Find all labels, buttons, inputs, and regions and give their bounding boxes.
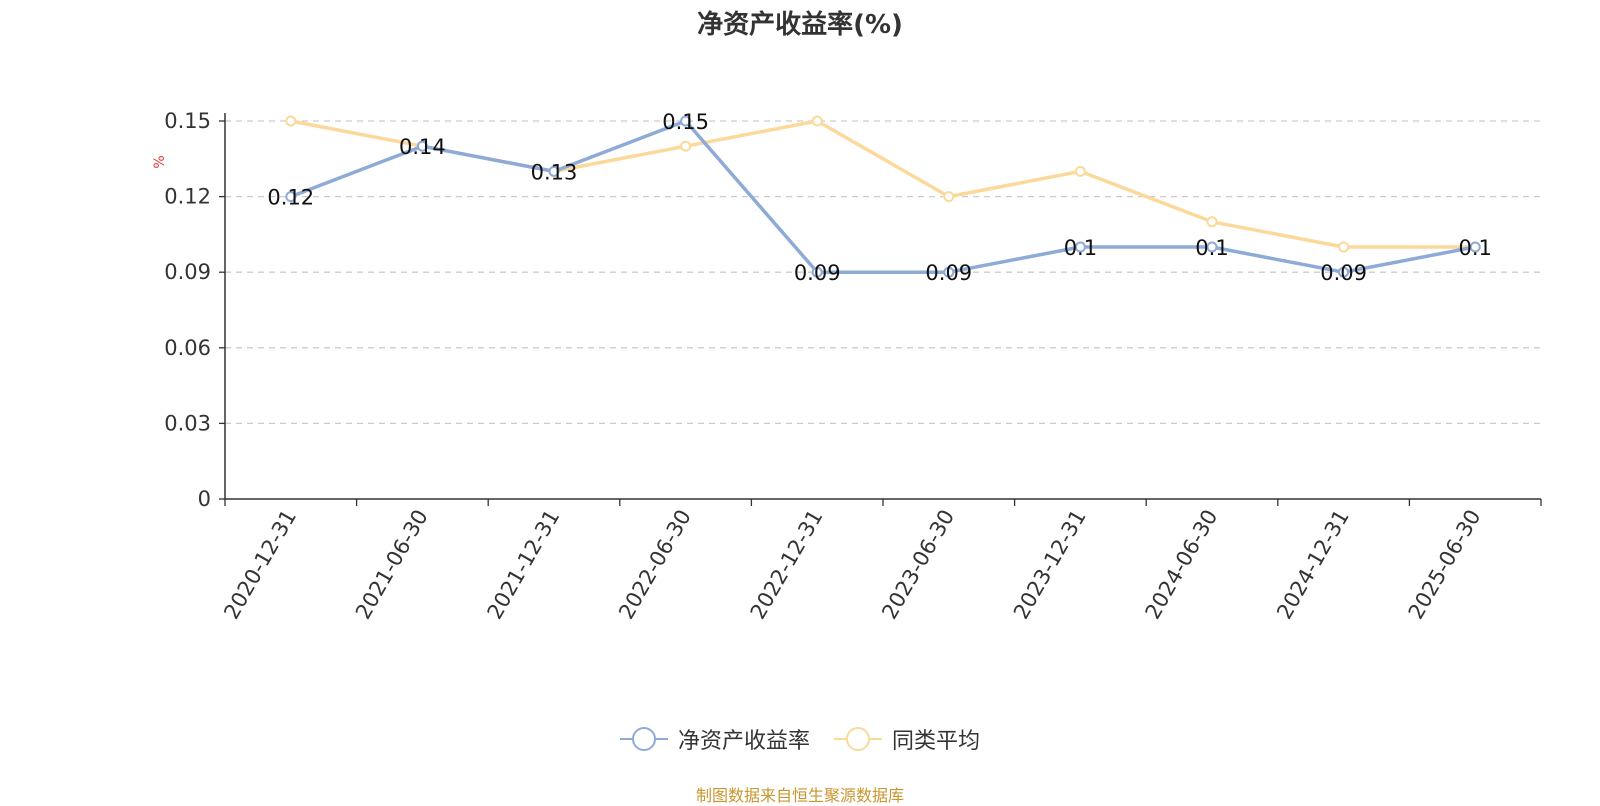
- x-tick-label: 2024-12-31: [1272, 506, 1354, 624]
- y-tick-label: 0.15: [164, 109, 211, 133]
- data-point-0: [680, 115, 692, 127]
- legend-item-peer-average[interactable]: 同类平均: [834, 723, 980, 755]
- data-point-0: [1206, 241, 1218, 253]
- data-label: 0.1: [1195, 236, 1228, 260]
- y-tick-label: 0: [198, 487, 211, 511]
- data-label: 0.14: [399, 135, 446, 159]
- series-line-0: [290, 119, 1476, 274]
- data-point-0: [1469, 241, 1481, 253]
- data-point-1: [1206, 216, 1218, 228]
- x-tick-label: 2025-06-30: [1404, 506, 1486, 624]
- data-point-1: [1074, 165, 1086, 177]
- legend-marker-peer-average-icon: [834, 727, 882, 751]
- legend-label-roe: 净资产收益率: [677, 729, 810, 754]
- data-point-1: [680, 140, 692, 152]
- data-point-1: [811, 115, 823, 127]
- axes: 0 0.03 0.06 0.09 0.12 0.15 2020-12-31 2021-06-3…: [164, 109, 1542, 624]
- x-tick-label: 2023-06-30: [877, 506, 959, 624]
- data-label: 0.09: [794, 261, 841, 285]
- data-label: 0.1: [1064, 236, 1097, 260]
- data-label: 0.1: [1458, 236, 1491, 260]
- legend-item-roe[interactable]: 净资产收益率: [619, 723, 810, 755]
- series-line-1: [290, 119, 1476, 249]
- data-source-note: 制图数据来自恒生聚源数据库: [695, 786, 904, 805]
- data-point-1: [1338, 241, 1350, 253]
- data-label: 0.15: [662, 110, 709, 134]
- y-axis-label: %: [152, 155, 168, 168]
- data-point-0: [811, 266, 823, 278]
- legend-marker-roe-icon: [619, 727, 668, 751]
- x-tick-label: 2021-12-31: [483, 506, 565, 624]
- data-label: 0.12: [267, 186, 314, 210]
- data-point-0: [285, 191, 297, 203]
- legend-label-peer-average: 同类平均: [892, 729, 981, 754]
- data-label: 0.09: [925, 261, 972, 285]
- y-tick-label: 0.06: [164, 336, 211, 360]
- x-tick-label: 2022-12-31: [746, 506, 828, 624]
- y-tick-label: 0.09: [164, 260, 211, 284]
- y-tick-label: 0.12: [164, 185, 211, 209]
- data-point-0: [943, 266, 955, 278]
- x-tick-label: 2020-12-31: [219, 506, 301, 624]
- data-labels: 0.12 0.14 0.13 0.15 0.09 0.09 0.1 0.1 0.09 0.1: [267, 110, 1491, 285]
- x-tick-label: 2024-06-30: [1141, 506, 1223, 624]
- data-point-0: [548, 165, 560, 177]
- chart-title: 净资产收益率(%): [697, 10, 903, 40]
- data-point-1: [943, 191, 955, 203]
- data-label: 0.09: [1320, 261, 1367, 285]
- data-point-0: [416, 140, 428, 152]
- x-tick-label: 2021-06-30: [351, 506, 433, 624]
- data-label: 0.13: [531, 160, 578, 184]
- data-point-0: [1338, 266, 1350, 278]
- x-tick-label: 2023-12-31: [1009, 506, 1091, 624]
- y-tick-label: 0.03: [164, 411, 211, 435]
- data-point-1: [285, 115, 297, 127]
- legend: 净资产收益率 同类平均: [0, 721, 1600, 757]
- data-point-0: [1074, 241, 1086, 253]
- series: [285, 115, 1481, 278]
- x-tick-label: 2022-06-30: [614, 506, 696, 624]
